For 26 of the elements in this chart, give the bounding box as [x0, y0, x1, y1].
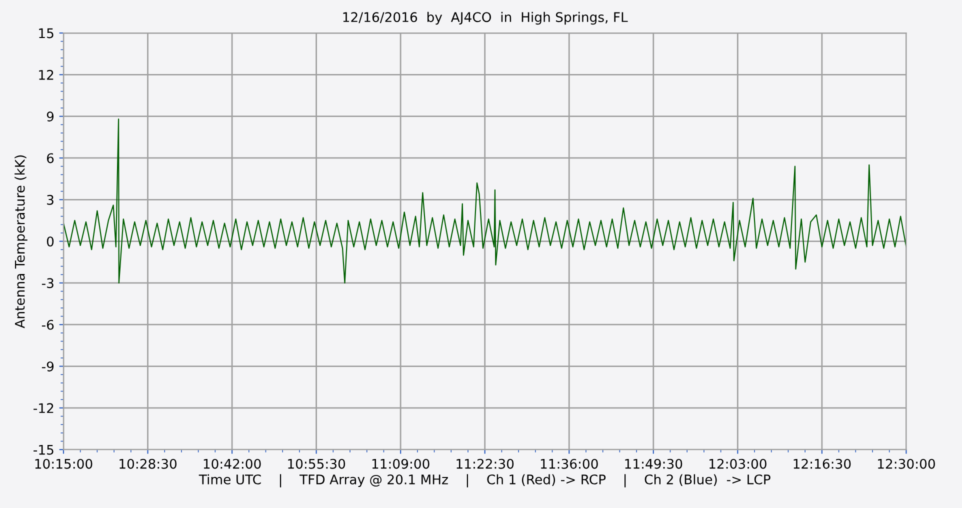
y-tick-label: -12 — [34, 403, 54, 413]
line-series — [63, 118, 906, 284]
y-tick-label: -6 — [42, 320, 54, 330]
x-tick-label: 11:22:30 — [456, 458, 514, 469]
y-tick-label: 6 — [46, 153, 54, 164]
y-tick-label: -9 — [42, 361, 54, 372]
x-tick-label: 11:36:00 — [540, 458, 598, 469]
x-tick-label: 10:15:00 — [35, 458, 92, 469]
x-tick-label: 11:09:00 — [372, 458, 430, 469]
y-tick-label: -15 — [34, 444, 54, 455]
chart-title: 12/16/2016 by AJ4CO in High Springs, FL — [343, 12, 628, 25]
y-tick-label: 9 — [46, 112, 54, 122]
x-axis-title: Time UTC | TFD Array @ 20.1 MHz | Ch 1 (Red) -> RCP | Ch 2 (Blue) -> LCP — [198, 474, 770, 488]
x-tick-label: 12:03:00 — [709, 458, 766, 469]
x-tick-label: 10:28:30 — [120, 458, 177, 469]
x-tick-label: 12:16:30 — [794, 458, 851, 469]
y-axis-title: Antenna Temperature (kK) — [14, 155, 28, 328]
x-tick-label: 10:42:00 — [204, 458, 261, 469]
y-tick-label: 15 — [39, 28, 54, 38]
x-tick-label: 11:49:30 — [625, 458, 682, 469]
y-tick-label: 0 — [46, 236, 54, 246]
y-tick-label: 3 — [47, 194, 54, 205]
x-tick-label: 10:55:30 — [288, 458, 346, 469]
y-tick-label: -3 — [42, 278, 54, 288]
x-tick-label: 12:30:00 — [878, 458, 935, 469]
y-tick-label: 12 — [39, 70, 54, 80]
